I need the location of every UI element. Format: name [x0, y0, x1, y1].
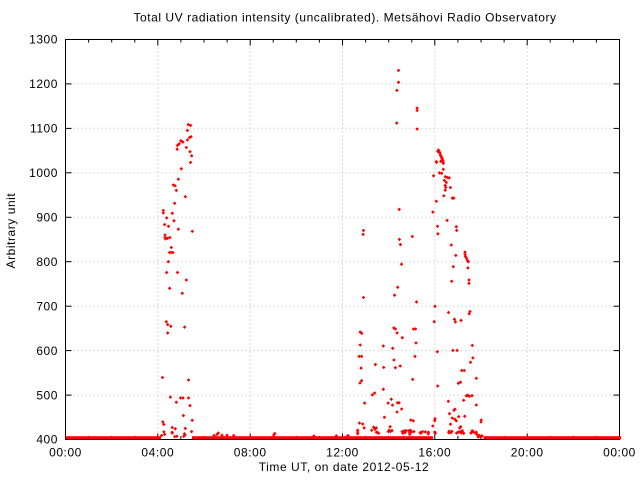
svg-text:00:00: 00:00: [603, 446, 636, 460]
svg-text:00:00: 00:00: [49, 446, 82, 460]
svg-text:900: 900: [36, 211, 58, 225]
svg-text:800: 800: [36, 255, 58, 269]
svg-text:1300: 1300: [29, 33, 58, 47]
svg-text:08:00: 08:00: [234, 446, 267, 460]
svg-text:12:00: 12:00: [326, 446, 359, 460]
svg-text:04:00: 04:00: [141, 446, 174, 460]
svg-text:1000: 1000: [29, 166, 58, 180]
svg-text:1100: 1100: [30, 122, 58, 136]
svg-text:1200: 1200: [29, 77, 58, 91]
svg-text:600: 600: [36, 344, 58, 358]
svg-text:500: 500: [36, 388, 58, 402]
svg-text:Arbitrary unit: Arbitrary unit: [4, 193, 18, 269]
svg-text:Total UV radiation intensity (: Total UV radiation intensity (uncalibrat…: [133, 11, 556, 25]
svg-text:20:00: 20:00: [511, 446, 544, 460]
svg-text:16:00: 16:00: [418, 446, 451, 460]
svg-text:400: 400: [36, 433, 58, 447]
svg-text:700: 700: [36, 299, 58, 313]
svg-text:Time UT, on date 2012-05-12: Time UT, on date 2012-05-12: [259, 460, 430, 474]
